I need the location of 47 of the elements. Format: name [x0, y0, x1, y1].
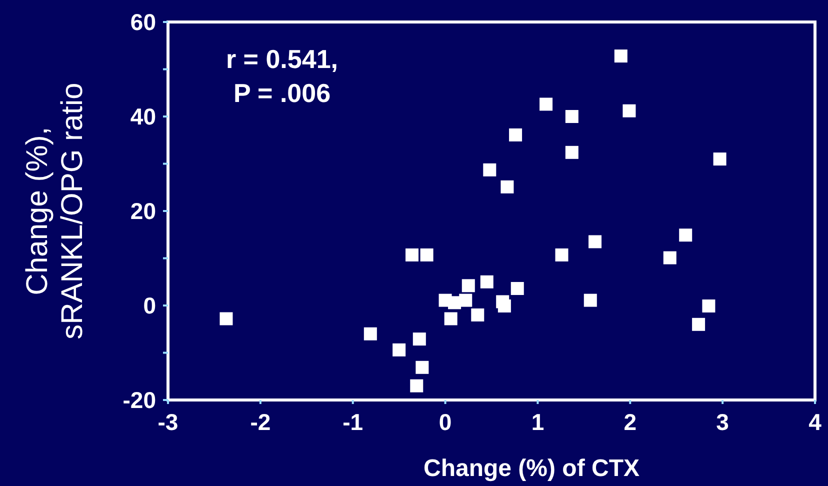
point — [713, 152, 726, 166]
y-tick-label: 40 — [130, 104, 156, 130]
x-tick-label: -3 — [158, 409, 178, 435]
point — [444, 312, 458, 326]
point — [392, 343, 406, 356]
point — [498, 299, 511, 312]
point — [509, 128, 522, 142]
x-tick-label: 0 — [438, 409, 452, 435]
x-tick-label: 1 — [531, 409, 544, 435]
point — [416, 360, 429, 374]
point — [663, 251, 676, 264]
y-tick-label: 20 — [130, 198, 156, 224]
point — [412, 332, 426, 346]
point — [471, 308, 484, 322]
point — [584, 294, 597, 307]
point — [565, 110, 578, 123]
point — [540, 98, 553, 111]
point — [588, 235, 602, 248]
point — [410, 379, 424, 392]
point — [420, 248, 434, 262]
point — [500, 180, 514, 194]
x-tick-label: 2 — [624, 409, 637, 435]
point — [622, 104, 636, 118]
point — [462, 279, 475, 292]
y-tick-label: -20 — [122, 387, 156, 414]
x-tick-label: -1 — [342, 409, 364, 435]
point — [679, 228, 692, 242]
point — [614, 50, 628, 63]
point — [480, 275, 494, 288]
point — [565, 146, 578, 159]
point — [220, 312, 233, 326]
x-axis-title: Change (%) of CTX — [424, 455, 640, 482]
point — [692, 318, 706, 331]
annotation: r = 0.541, P = .006 — [226, 44, 338, 108]
x-tick-label: 4 — [808, 409, 822, 435]
x-tick-label: 3 — [716, 409, 729, 435]
point — [483, 163, 496, 176]
y-tick-label: 0 — [143, 292, 156, 319]
x-tick-label: -2 — [250, 409, 271, 435]
point — [702, 299, 716, 312]
y-tick-label: 60 — [130, 9, 156, 36]
y-axis-title: Change (%), sRANKL/OPG ratio — [21, 82, 89, 340]
point — [459, 294, 472, 307]
point — [510, 282, 524, 295]
point — [364, 327, 377, 340]
point — [406, 248, 419, 262]
point — [555, 248, 568, 262]
